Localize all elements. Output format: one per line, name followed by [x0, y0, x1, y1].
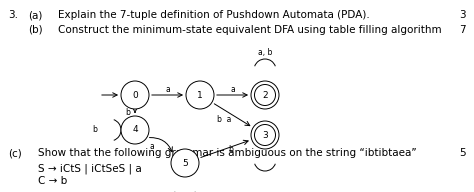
- Text: b  a: b a: [217, 116, 232, 124]
- Text: C → b: C → b: [38, 176, 67, 186]
- Text: Construct the minimum-state equivalent DFA using table filling algorithm: Construct the minimum-state equivalent D…: [58, 25, 442, 35]
- Text: 5: 5: [459, 148, 466, 158]
- Text: 5: 5: [182, 159, 188, 167]
- Text: a: a: [165, 84, 170, 94]
- Circle shape: [121, 116, 149, 144]
- Text: S → iCtS | iCtSeS | a: S → iCtS | iCtSeS | a: [38, 163, 142, 174]
- Text: (c): (c): [8, 148, 22, 158]
- Circle shape: [251, 121, 279, 149]
- Text: a, b: a, b: [258, 48, 272, 57]
- Text: b: b: [92, 126, 97, 135]
- Text: Explain the 7-tuple definition of Pushdown Automata (PDA).: Explain the 7-tuple definition of Pushdo…: [58, 10, 370, 20]
- Circle shape: [171, 149, 199, 177]
- Text: 7: 7: [459, 25, 466, 35]
- Text: 4: 4: [132, 126, 138, 135]
- Circle shape: [121, 81, 149, 109]
- Text: (a): (a): [28, 10, 42, 20]
- Text: 2: 2: [262, 90, 268, 99]
- Text: b: b: [126, 108, 130, 117]
- Text: b: b: [228, 145, 233, 153]
- Text: a: a: [230, 84, 235, 94]
- Text: 3.: 3.: [8, 10, 18, 20]
- Text: (b): (b): [28, 25, 43, 35]
- Text: Show that the following grammar is ambiguous on the string “ibtibtaea”: Show that the following grammar is ambig…: [38, 148, 417, 158]
- Text: a: a: [150, 142, 155, 151]
- Text: 0: 0: [132, 90, 138, 99]
- Circle shape: [186, 81, 214, 109]
- Circle shape: [251, 81, 279, 109]
- Text: 3: 3: [262, 131, 268, 140]
- Text: 3: 3: [459, 10, 466, 20]
- Text: 1: 1: [197, 90, 203, 99]
